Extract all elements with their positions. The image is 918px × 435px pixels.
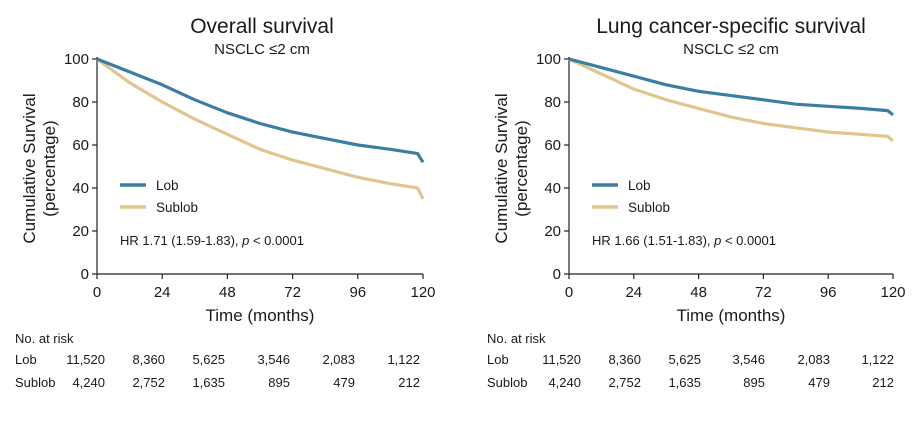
risk-value: 2,083 (797, 352, 830, 367)
risk-value: 2,752 (608, 375, 641, 390)
y-tick-label: 100 (64, 51, 89, 68)
hr-value: HR 1.66 (1.51-1.83), (592, 233, 714, 248)
y-tick-label: 80 (72, 94, 89, 111)
risk-value: 8,360 (608, 352, 641, 367)
legend-label-sublob: Sublob (628, 200, 670, 215)
x-tick-label: 0 (93, 284, 101, 301)
y-tick-label: 100 (536, 51, 561, 68)
risk-value: 5,625 (668, 352, 701, 367)
chart-title: Overall survival (190, 15, 334, 38)
risk-value: 1,122 (387, 352, 420, 367)
x-tick-label: 0 (565, 284, 573, 301)
series-line-lob (96, 57, 425, 164)
series-line-lob (568, 57, 894, 117)
risk-value: 8,360 (132, 352, 165, 367)
risk-row-label-lob: Lob (15, 352, 37, 367)
chart-subtitle: NSCLC ≤2 cm (683, 41, 779, 58)
risk-value: 1,122 (861, 352, 894, 367)
risk-table-header: No. at risk (15, 331, 74, 346)
x-tick-label: 72 (284, 284, 301, 301)
y-tick-label: 20 (544, 223, 561, 240)
risk-value: 5,625 (192, 352, 225, 367)
chart-subtitle: NSCLC ≤2 cm (214, 41, 310, 58)
risk-row-label-sublob: Sublob (15, 375, 55, 390)
risk-value: 4,240 (548, 375, 581, 390)
y-axis-label-unit: (percentage) (40, 120, 59, 216)
risk-row-label-lob: Lob (487, 352, 509, 367)
y-tick-label: 60 (72, 137, 89, 154)
risk-value: 11,520 (66, 352, 105, 367)
x-tick-label: 120 (880, 284, 905, 301)
risk-value: 3,546 (732, 352, 765, 367)
x-tick-label: 24 (625, 284, 642, 301)
risk-value: 479 (333, 375, 355, 390)
x-tick-label: 48 (690, 284, 707, 301)
risk-value: 1,635 (192, 375, 225, 390)
y-tick-label: 0 (553, 266, 561, 283)
x-tick-label: 96 (820, 284, 837, 301)
p-value: < 0.0001 (249, 233, 304, 248)
risk-value: 3,546 (257, 352, 290, 367)
risk-table-header: No. at risk (487, 331, 546, 346)
chart-panel-1: Overall survival NSCLC ≤2 cm 0 20 40 60 80 100 0… (15, 15, 436, 390)
risk-value: 895 (268, 375, 290, 390)
risk-value: 479 (808, 375, 830, 390)
p-value: < 0.0001 (721, 233, 776, 248)
y-tick-label: 40 (72, 180, 89, 197)
hazard-ratio-annotation: HR 1.66 (1.51-1.83), p < 0.0001 (592, 233, 776, 248)
x-axis-label: Time (months) (206, 306, 315, 325)
risk-value: 2,083 (322, 352, 355, 367)
risk-value: 212 (872, 375, 894, 390)
legend-label-lob: Lob (628, 178, 651, 193)
chart-title: Lung cancer-specific survival (596, 15, 866, 38)
series-line-sublob (96, 57, 425, 200)
hazard-ratio-annotation: HR 1.71 (1.59-1.83), p < 0.0001 (120, 233, 304, 248)
risk-value: 1,635 (668, 375, 701, 390)
x-tick-label: 72 (755, 284, 772, 301)
y-axis-label: Cumulative Survival (492, 93, 511, 243)
risk-row-label-sublob: Sublob (487, 375, 527, 390)
y-tick-label: 0 (81, 266, 89, 283)
y-tick-label: 40 (544, 180, 561, 197)
x-tick-label: 120 (410, 284, 435, 301)
y-axis-label: Cumulative Survival (20, 93, 39, 243)
risk-value: 212 (398, 375, 420, 390)
legend-label-lob: Lob (156, 178, 179, 193)
risk-value: 2,752 (132, 375, 165, 390)
x-tick-label: 96 (349, 284, 366, 301)
hr-value: HR 1.71 (1.59-1.83), (120, 233, 242, 248)
y-axis-label-unit: (percentage) (512, 120, 531, 216)
p-symbol: p (713, 233, 721, 248)
y-tick-label: 60 (544, 137, 561, 154)
p-symbol: p (241, 233, 249, 248)
legend-label-sublob: Sublob (156, 200, 198, 215)
risk-value: 4,240 (72, 375, 105, 390)
chart-panel-2: Lung cancer-specific survival NSCLC ≤2 cm… (487, 15, 906, 390)
y-tick-label: 20 (72, 223, 89, 240)
series-line-sublob (568, 57, 894, 142)
x-axis-label: Time (months) (677, 306, 786, 325)
x-tick-label: 48 (219, 284, 236, 301)
y-tick-label: 80 (544, 94, 561, 111)
risk-value: 11,520 (542, 352, 581, 367)
risk-value: 895 (743, 375, 765, 390)
x-tick-label: 24 (154, 284, 171, 301)
